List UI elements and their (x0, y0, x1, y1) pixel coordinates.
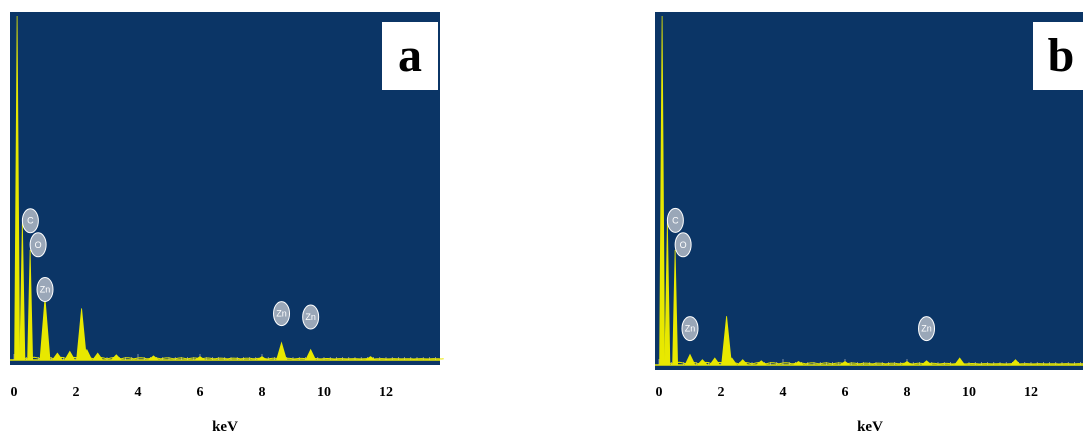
x-tick-label: 2 (73, 385, 80, 400)
x-tick-label: 10 (317, 385, 331, 400)
spectrum-peak (364, 356, 377, 361)
peak-badge-text: Zn (276, 309, 287, 319)
x-tick-label: 6 (842, 385, 849, 400)
spectrum-peak (709, 357, 721, 366)
peak-badge-shape (29, 232, 47, 258)
plot-area (10, 12, 440, 365)
peak-badge-text: Zn (305, 312, 316, 322)
spectrum-peak (147, 355, 160, 361)
peak-badge-text: C (672, 215, 679, 225)
spectrum-peak (684, 353, 696, 366)
spectrum-peak (838, 361, 852, 366)
peak-badge-shape (302, 304, 320, 330)
spectrum-peak (792, 361, 805, 366)
spectrum-peak (19, 222, 26, 361)
x-tick-label: 8 (259, 385, 266, 400)
x-tick-label: 2 (718, 385, 725, 400)
x-tick-label: 8 (904, 385, 911, 400)
peak-label-badge: Zn (302, 304, 320, 330)
spectrum-peak (696, 359, 709, 366)
spectrum-peak (275, 341, 288, 361)
x-axis-title: keV (212, 419, 238, 435)
spectrum-peak (81, 348, 93, 361)
peak-label-badge: Zn (36, 277, 54, 303)
peak-badge-shape (674, 232, 692, 258)
panel-label-box (382, 22, 438, 90)
spectrum-peak (91, 352, 104, 361)
peak-badge-shape (681, 316, 699, 342)
peak-label-badge: C (666, 207, 684, 233)
x-tick-label: 12 (379, 385, 393, 400)
peak-badge-text: O (680, 240, 687, 250)
panel-label: a (398, 29, 422, 82)
spectrum-peak (672, 249, 679, 366)
peak-badge-shape (918, 316, 936, 342)
spectrum-peak (664, 221, 671, 366)
peak-badge-text: Zn (40, 285, 51, 295)
peak-badge-shape (666, 207, 684, 233)
spectrum-peak (64, 350, 76, 361)
peak-label-badge: O (674, 232, 692, 258)
spectrum-panel-b: C O Zn Zn b 0 2 4 6 8 10 12 keV (645, 0, 1083, 436)
x-tick-label: 4 (135, 385, 142, 400)
spectrum-peak (27, 249, 34, 361)
spectrum-peak (1009, 359, 1022, 366)
peak-label-badge: C (21, 208, 39, 234)
spectrum-peak (255, 356, 269, 361)
spectrum-peak (659, 15, 666, 366)
x-tick-label: 10 (962, 385, 976, 400)
spectrum-peak (920, 360, 933, 366)
peak-badge-text: O (35, 240, 42, 250)
spectrum-peak (900, 361, 914, 366)
x-tick-label: 12 (1024, 385, 1038, 400)
peak-badge-shape (36, 277, 54, 303)
peak-badge-shape (273, 301, 291, 327)
peak-label-badge: O (29, 232, 47, 258)
spectrum-chart-a: C O Zn Zn Zn a 0 2 4 6 8 10 12 keV (10, 12, 444, 435)
spectrum-peak (193, 356, 207, 361)
spectrum-panel-a: C O Zn Zn Zn a 0 2 4 6 8 10 12 keV (0, 0, 450, 436)
peak-label-badge: Zn (273, 301, 291, 327)
spectrum-peak (305, 348, 317, 361)
peak-label-badge: Zn (918, 316, 936, 342)
x-tick-label: 6 (197, 385, 204, 400)
plot-area (655, 12, 1083, 370)
spectrum-peak (755, 360, 768, 366)
peak-badge-shape (21, 208, 39, 234)
spectrum-peak (14, 15, 21, 361)
spectrum-peak (110, 354, 123, 361)
x-axis-title: keV (857, 419, 883, 435)
panel-label-box (1033, 22, 1083, 90)
spectrum-chart-b: C O Zn Zn b 0 2 4 6 8 10 12 keV (655, 12, 1083, 435)
x-tick-label: 4 (780, 385, 787, 400)
spectrum-peak (726, 357, 738, 366)
spectrum-peak (953, 357, 966, 366)
peak-badge-text: C (27, 216, 34, 226)
spectrum-peak (51, 352, 64, 361)
panel-label: b (1048, 29, 1075, 82)
spectrum-peak (736, 359, 749, 366)
peak-label-badge: Zn (681, 316, 699, 342)
peak-badge-text: Zn (921, 324, 932, 334)
x-tick-label: 0 (656, 385, 663, 400)
spectrum-peak (39, 298, 51, 361)
x-tick-label: 0 (11, 385, 18, 400)
peak-badge-text: Zn (685, 324, 696, 334)
